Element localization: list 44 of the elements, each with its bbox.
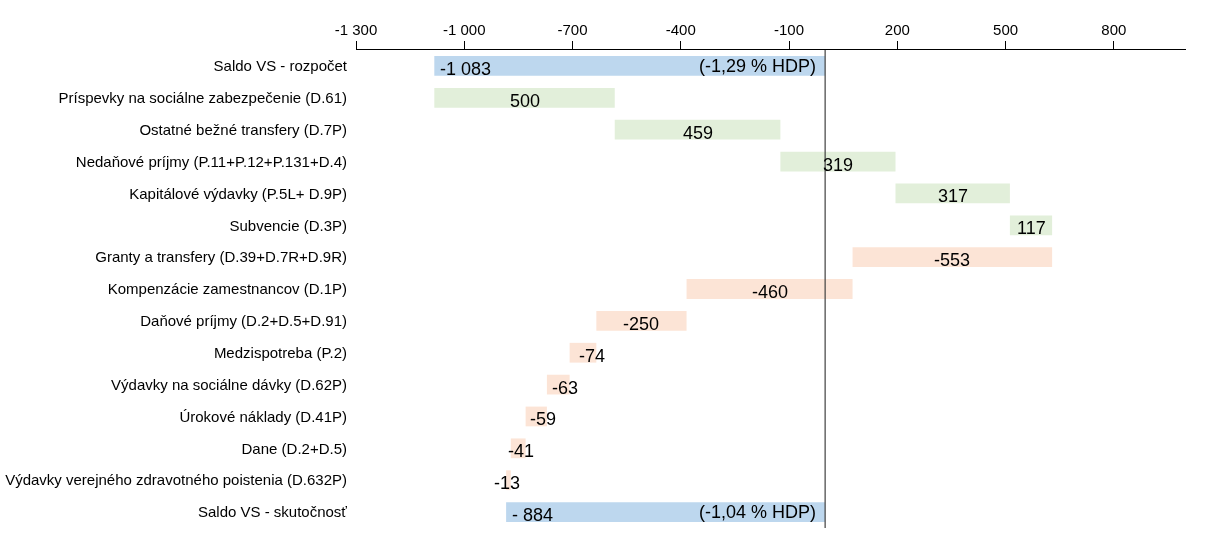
y-tick-label: Úrokové náklady (D.41P) (179, 407, 347, 425)
annotation: (-1,04 % HDP) (699, 502, 817, 522)
y-tick-label: Saldo VS - skutočnosť (197, 503, 348, 521)
y-tick-label: Medzispotreba (P.2) (213, 343, 347, 361)
x-tick-label: 200 (884, 21, 910, 38)
annotation: (-1,29 % HDP) (699, 56, 817, 76)
data-label: 500 (510, 91, 541, 111)
bar (434, 87, 615, 108)
bar (852, 247, 1053, 268)
y-tick-label: Výdavky na sociálne dávky (D.62P) (111, 375, 347, 393)
x-tick-label: -400 (665, 21, 696, 38)
x-tick-label: 500 (993, 21, 1019, 38)
y-tick-label: Kompenzácie zamestnancov (D.1P) (107, 280, 347, 298)
data-label: -460 (752, 282, 789, 302)
bar (614, 119, 781, 140)
data-label: -74 (579, 346, 606, 366)
bar (686, 279, 853, 299)
data-label: 117 (1017, 218, 1046, 238)
data-label: -250 (623, 314, 660, 334)
data-label: -13 (494, 473, 521, 493)
y-tick-label: Dane (D.2+D.5) (241, 439, 347, 457)
data-label: - 884 (512, 505, 554, 525)
y-tick-label: Saldo VS - rozpočet (213, 57, 348, 75)
data-label: -1 083 (440, 59, 492, 79)
y-tick-label: Príspevky na sociálne zabezpečenie (D.61) (58, 89, 347, 107)
x-tick-label: -1 300 (334, 21, 378, 38)
x-tick-label: -700 (557, 21, 588, 38)
data-label: 459 (683, 123, 714, 143)
data-label: 319 (823, 155, 854, 175)
data-label: -553 (934, 250, 971, 270)
y-tick-label: Výdavky verejného zdravotného poistenia (D.632P) (5, 471, 347, 489)
data-label: -41 (508, 441, 535, 461)
data-label: 317 (938, 186, 969, 206)
x-tick-label: -1 000 (442, 21, 486, 38)
y-tick-label: Ostatné bežné transfery (D.7P) (139, 120, 347, 138)
data-label: -63 (552, 378, 579, 398)
y-tick-label: Kapitálové výdavky (P.5L+ D.9P) (129, 184, 347, 202)
x-tick-label: -100 (774, 21, 805, 38)
y-tick-label: Daňové príjmy (D.2+D.5+D.91) (140, 312, 347, 330)
y-tick-label: Granty a transfery (D.39+D.7R+D.9R) (95, 248, 347, 266)
x-tick-label: 800 (1101, 21, 1127, 38)
y-tick-label: Subvencie (D.3P) (229, 216, 347, 234)
data-label: -59 (530, 409, 557, 429)
y-tick-label: Nedaňové príjmy (P.11+P.12+P.131+D.4) (75, 152, 347, 170)
